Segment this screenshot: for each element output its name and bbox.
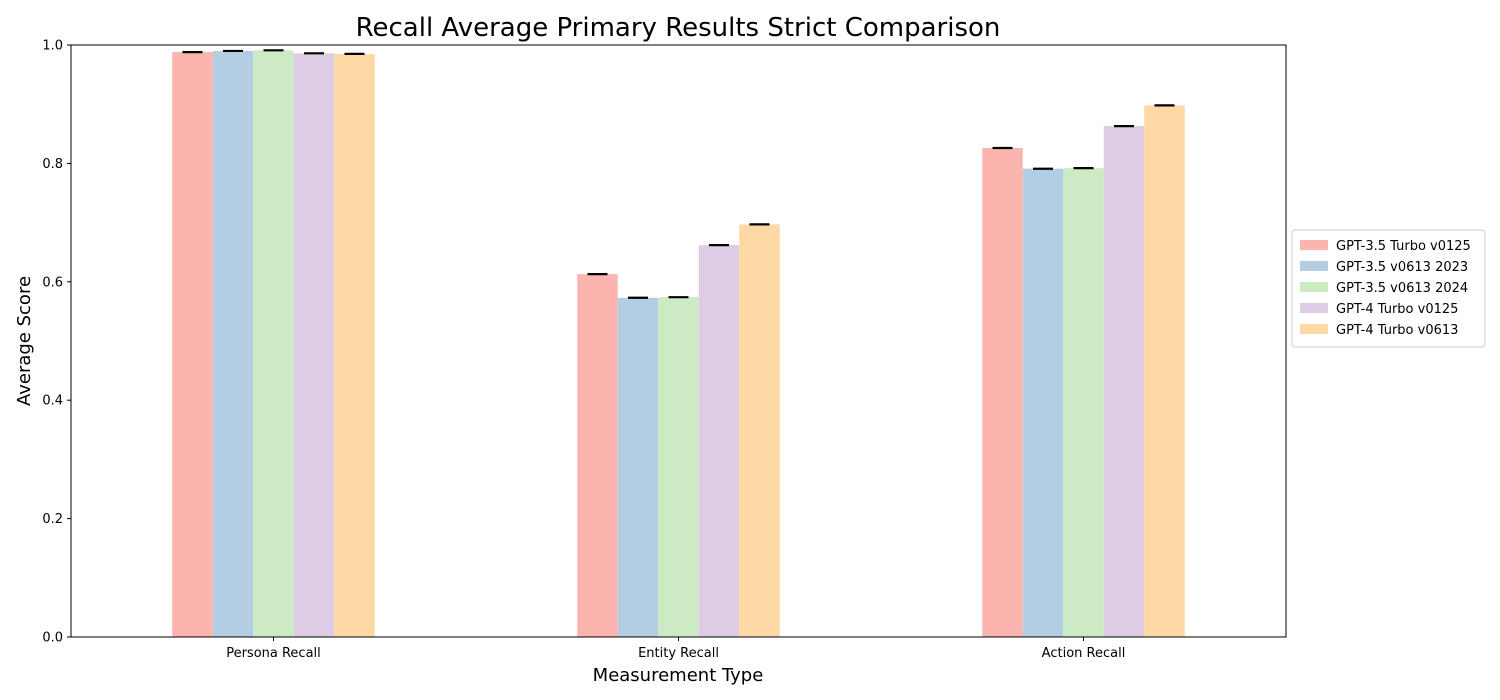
bar <box>1022 168 1064 637</box>
legend-label: GPT-4 Turbo v0613 <box>1336 323 1458 338</box>
error-bars-group <box>182 49 1175 299</box>
legend-label: GPT-3.5 v0613 2024 <box>1336 281 1468 296</box>
y-tick-label: 0.2 <box>42 512 63 527</box>
bar <box>698 245 740 637</box>
y-tick-label: 0.4 <box>42 394 63 409</box>
y-tick-label: 0.0 <box>42 631 63 646</box>
bar <box>1103 126 1145 637</box>
bar <box>1144 105 1185 637</box>
legend-swatch <box>1300 303 1328 313</box>
x-axis: Persona Recall Entity Recall Action Recall <box>226 637 1125 661</box>
y-axis-label: Average Score <box>14 276 35 406</box>
y-tick-label: 0.8 <box>42 157 63 172</box>
bar <box>982 148 1023 637</box>
bar <box>172 52 213 637</box>
legend-swatch <box>1300 240 1328 250</box>
bar <box>658 297 699 637</box>
bar <box>617 297 659 637</box>
x-tick-label: Persona Recall <box>226 646 321 661</box>
bar <box>1063 168 1104 638</box>
bar <box>334 53 375 637</box>
legend-swatch <box>1300 324 1328 334</box>
legend-label: GPT-3.5 Turbo v0125 <box>1336 239 1471 254</box>
bars-group <box>172 50 1185 638</box>
y-axis: 0.0 0.2 0.4 0.6 0.8 1.0 <box>42 39 71 646</box>
x-axis-label: Measurement Type <box>593 665 764 686</box>
y-tick-label: 0.6 <box>42 275 63 290</box>
legend: GPT-3.5 Turbo v0125 GPT-3.5 v0613 2023 GPT… <box>1291 229 1486 348</box>
bar <box>212 50 254 638</box>
x-tick-label: Entity Recall <box>638 646 719 661</box>
legend-label: GPT-4 Turbo v0125 <box>1336 302 1458 317</box>
y-tick-label: 1.0 <box>42 39 63 54</box>
bar <box>253 50 294 637</box>
x-tick-label: Action Recall <box>1042 646 1126 661</box>
bar <box>577 274 618 637</box>
bar <box>739 224 780 637</box>
legend-box <box>1291 229 1486 348</box>
legend-swatch <box>1300 261 1328 271</box>
chart-title: Recall Average Primary Results Strict Co… <box>356 13 1001 43</box>
legend-label: GPT-3.5 v0613 2023 <box>1336 260 1468 275</box>
legend-swatch <box>1300 282 1328 292</box>
bar <box>293 53 335 637</box>
